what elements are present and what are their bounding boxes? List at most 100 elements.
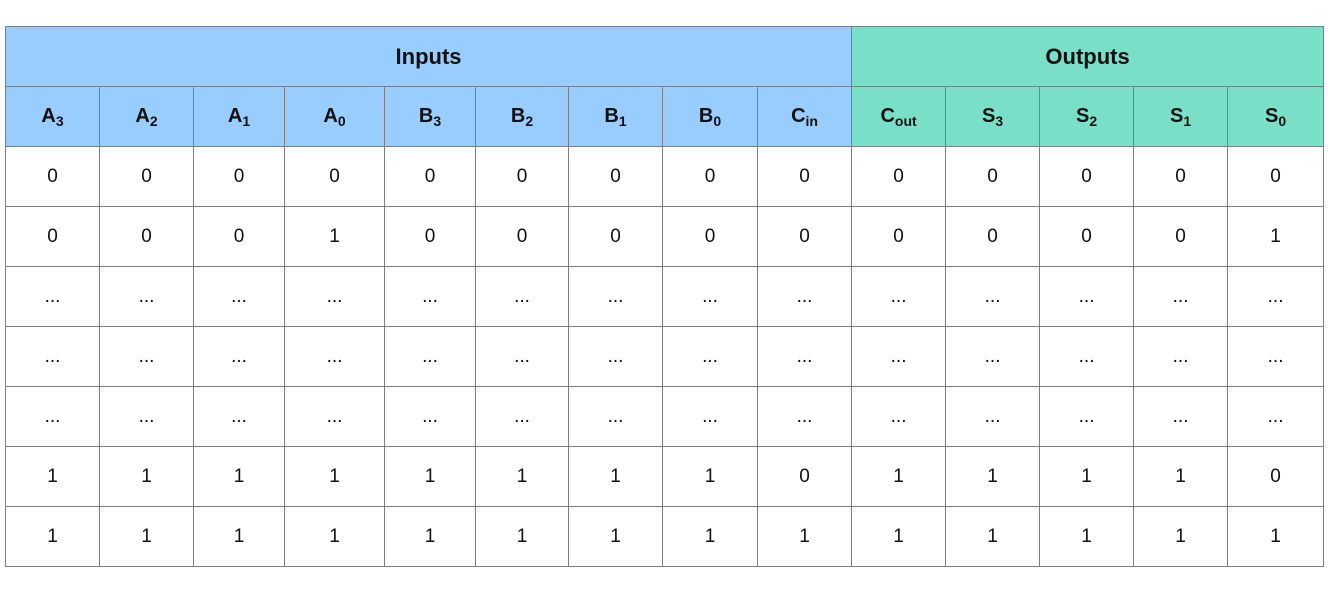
table-cell: ... [945,386,1041,447]
table-cell: ... [756,326,853,387]
table-row: ........................................… [5,386,1325,447]
table-cell: ... [99,326,194,387]
table-cell: ... [756,386,853,447]
table-cell: ... [284,266,385,327]
table-cell: 1 [851,446,947,507]
table-cell: 1 [284,506,385,567]
table-cell: ... [1039,386,1135,447]
table-cell: ... [945,326,1041,387]
table-cell: ... [756,266,853,327]
table-cell: ... [475,386,569,447]
col-header-s1: S1 [1133,86,1229,147]
table-row: ........................................… [5,266,1325,327]
table-cell: 1 [475,446,569,507]
table-cell: 1 [99,446,194,507]
col-header-s0: S0 [1227,86,1325,147]
table-cell: ... [851,326,947,387]
col-header-a1: A1 [193,86,285,147]
table-cell: 1 [384,446,476,507]
table-cell: ... [851,266,947,327]
table-cell: ... [5,266,100,327]
table-cell: 0 [1133,206,1229,267]
table-cell: 0 [1227,146,1325,207]
table-cell: 1 [1039,446,1135,507]
table-cell: ... [662,326,758,387]
table-cell: 1 [99,506,194,567]
col-header-b1: B1 [568,86,663,147]
table-cell: 0 [5,146,100,207]
table-cell: ... [99,386,194,447]
table-cell: ... [475,326,569,387]
table-cell: 1 [568,506,663,567]
col-header-b3: B3 [384,86,476,147]
table-cell: 1 [475,506,569,567]
table-cell: 1 [662,506,758,567]
table-cell: ... [851,386,947,447]
col-header-cin: Cin [756,86,853,147]
inputs-group-header: Inputs [4,26,853,87]
table-cell: ... [193,266,285,327]
table-cell: ... [568,326,663,387]
table-cell: 0 [1039,206,1135,267]
col-header-cout: Cout [851,86,947,147]
table-cell: 0 [1039,146,1135,207]
table-cell: 1 [5,446,100,507]
col-header-a2: A2 [99,86,194,147]
table-cell: 0 [756,206,853,267]
table-cell: 1 [851,506,947,567]
table-cell: ... [1133,386,1229,447]
table-cell: 0 [5,206,100,267]
truth-table-body: 0 0 0 0 0 0 0 0 0 0 0 0 0 0 0 0 0 1 0 0 0 0 0 0 0 0 0 1............… [5,146,1325,567]
table-cell: 0 [568,206,663,267]
table-cell: 1 [568,446,663,507]
table-cell: ... [662,386,758,447]
table-cell: 0 [1133,146,1229,207]
table-cell: 1 [284,206,385,267]
table-cell: 0 [662,206,758,267]
table-cell: ... [1227,386,1325,447]
table-cell: ... [945,266,1041,327]
table-cell: 0 [851,146,947,207]
table-cell: 0 [193,146,285,207]
group-header-row: Inputs Outputs [4,26,1325,87]
table-cell: 1 [5,506,100,567]
col-header-s3: S3 [945,86,1041,147]
table-cell: 1 [384,506,476,567]
table-cell: ... [384,326,476,387]
table-cell: 0 [99,206,194,267]
table-cell: 0 [99,146,194,207]
table-cell: 1 [1133,506,1229,567]
table-row: ........................................… [5,326,1325,387]
table-cell: ... [1133,326,1229,387]
table-cell: ... [1227,266,1325,327]
table-cell: 0 [756,146,853,207]
table-cell: 1 [1133,446,1229,507]
table-cell: 1 [284,446,385,507]
table-cell: ... [662,266,758,327]
table-cell: 1 [756,506,853,567]
table-cell: ... [1227,326,1325,387]
table-cell: 1 [1227,506,1325,567]
table-cell: 1 [945,506,1041,567]
table-cell: 1 [1039,506,1135,567]
table-cell: 0 [193,206,285,267]
table-cell: ... [1133,266,1229,327]
table-cell: 1 [662,446,758,507]
table-cell: ... [284,386,385,447]
table-cell: ... [384,266,476,327]
table-cell: ... [568,266,663,327]
table-cell: 1 [193,446,285,507]
table-cell: 0 [475,146,569,207]
table-cell: ... [5,386,100,447]
truth-table: Inputs Outputs A3 A2 A1 A0 B3 B2 B1 B0 C… [4,26,1325,567]
table-cell: 0 [756,446,853,507]
table-cell: 0 [945,206,1041,267]
table-cell: 0 [568,146,663,207]
col-header-b2: B2 [475,86,569,147]
table-cell: ... [193,326,285,387]
col-header-s2: S2 [1039,86,1135,147]
col-header-b0: B0 [662,86,758,147]
table-cell: 1 [945,446,1041,507]
